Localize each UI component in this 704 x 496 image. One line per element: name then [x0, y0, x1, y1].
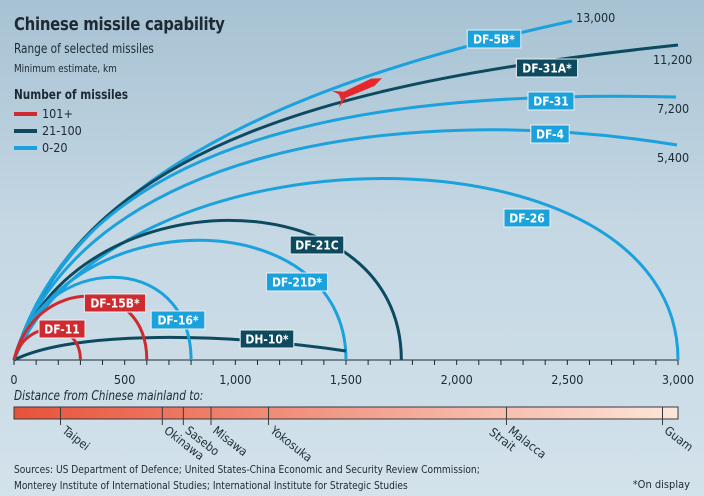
distance-label: MalaccaStrait [487, 415, 549, 472]
missile-label-box [515, 58, 579, 78]
legend-swatch [14, 111, 37, 116]
missile-label: DF-16* [157, 314, 198, 328]
legend-swatch [14, 145, 37, 150]
rocket-icon [331, 78, 382, 108]
x-tick-label: 0 [10, 372, 17, 387]
unit-note: Minimum estimate, km [14, 62, 117, 75]
legend-item-21-100: 21-100 [14, 123, 82, 138]
chart-title: Chinese missile capability [14, 14, 225, 35]
legend-title: Number of missiles [14, 88, 129, 103]
missile-label: DF-11 [44, 323, 79, 337]
legend-item-0-20: 0-20 [14, 140, 68, 155]
range-value-label: 5,400 [657, 150, 689, 165]
missile-label: DF-15B* [90, 297, 140, 311]
missile-label-box [289, 235, 345, 255]
missile-label: DF-5B* [473, 33, 515, 47]
missile-label-box [265, 272, 329, 292]
missile-label-box [527, 91, 575, 111]
missile-label-box [530, 124, 570, 144]
x-tick-label: 2,000 [441, 372, 473, 387]
arc-dh-10 [13, 335, 347, 362]
missile-label: DF-31 [533, 95, 568, 109]
legend-item-101-plus: 101+ [14, 106, 73, 121]
x-tick-label: 2,500 [551, 372, 583, 387]
range-value-label: 7,200 [657, 101, 689, 116]
missile-label: DF-21C [295, 239, 338, 253]
sources-line: Sources: US Department of Defence; Unite… [14, 463, 480, 476]
x-tick-label: 1,000 [219, 372, 251, 387]
missile-label: DF-21D* [272, 276, 322, 290]
chart-subtitle: Range of selected missiles [14, 42, 154, 57]
distance-label: Yokosuka [267, 423, 315, 465]
x-tick-label: 3,000 [662, 372, 694, 387]
missile-label: DF-4 [536, 128, 564, 142]
missile-label-box [83, 293, 147, 313]
legend-swatch [14, 128, 37, 133]
range-value-label: 13,000 [576, 10, 615, 25]
missile-label-box [466, 29, 522, 49]
sources: Sources: US Department of Defence; Unite… [14, 462, 480, 494]
missile-label-box [503, 208, 551, 228]
legend-label: 101+ [42, 106, 73, 121]
distance-label: Taipei [59, 423, 93, 454]
arc-df-4 [12, 128, 678, 361]
missile-label: DF-31A* [522, 62, 572, 76]
sources-line: Monterey Institute of International Stud… [14, 479, 408, 492]
arc-df-26 [12, 177, 680, 361]
footnote: *On display [632, 478, 690, 491]
x-tick-label: 500 [114, 372, 135, 387]
x-tick-label: 1,500 [330, 372, 362, 387]
distance-title: Distance from Chinese mainland to: [14, 389, 204, 404]
range-value-label: 11,200 [653, 52, 692, 67]
distance-label: Guam [662, 423, 696, 454]
missile-label-box [150, 310, 206, 330]
missile-label: DH-10* [245, 333, 289, 347]
legend-label: 21-100 [42, 123, 82, 138]
legend-label: 0-20 [42, 140, 68, 155]
arc-df-21c [12, 219, 403, 361]
missile-label-box [38, 319, 86, 339]
missile-label: DF-26 [509, 212, 544, 226]
distance-bar [13, 406, 679, 420]
missile-label-box [239, 329, 295, 349]
